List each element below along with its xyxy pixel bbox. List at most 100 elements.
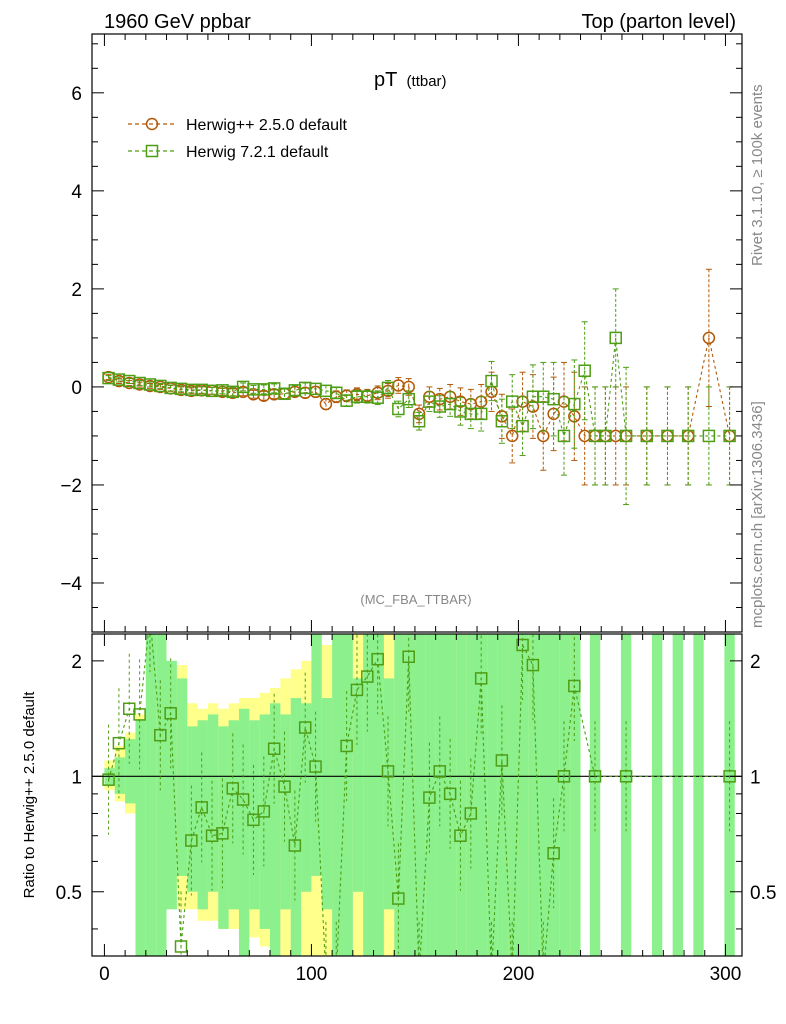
ratio-band-herwig7-bin xyxy=(301,703,312,892)
ratio-band-full-bin xyxy=(693,634,704,956)
ratio-point xyxy=(298,721,312,734)
data-point-herwigpp xyxy=(702,331,716,345)
ratio-band-herwig7-bin xyxy=(487,634,498,956)
ratio-point xyxy=(392,892,405,905)
data-point-herwig7 xyxy=(609,331,622,345)
ratio-point xyxy=(174,940,188,953)
ratio-band-herwig7-bin xyxy=(270,703,281,956)
ratio-band-herwig7-bin xyxy=(477,634,488,956)
ratio-point xyxy=(423,791,436,804)
ratio-series xyxy=(102,634,736,956)
ratio-band-herwig7-bin xyxy=(435,634,446,956)
legend-entry-herwigpp: Herwig++ 2.5.0 default xyxy=(128,117,348,134)
y-tick-label: −2 xyxy=(60,476,82,497)
ratio-band-herwig7-bin xyxy=(228,720,239,910)
legend-entry-herwig7: Herwig 7.2.1 default xyxy=(128,144,329,161)
data-point-herwig7 xyxy=(402,392,415,406)
ratio-point xyxy=(547,847,560,860)
ratio-band-herwig7-bin xyxy=(383,678,395,910)
legend-label-herwigpp: Herwig++ 2.5.0 default xyxy=(186,117,348,134)
legend-marker-herwigpp xyxy=(145,117,159,131)
ratio-band-herwig7-bin xyxy=(414,634,426,956)
legend-label-herwig7: Herwig 7.2.1 default xyxy=(186,144,329,161)
ratio-point xyxy=(361,670,374,683)
data-point-herwig7 xyxy=(516,419,529,433)
data-point-herwigpp xyxy=(505,429,519,443)
ratio-point xyxy=(247,813,260,827)
ratio-point xyxy=(350,683,364,697)
ratio-y-tick-label: 1 xyxy=(71,767,82,788)
ratio-band-herwig7-bin xyxy=(466,634,478,956)
ratio-band-herwig7-bin xyxy=(238,708,250,956)
ratio-point xyxy=(154,728,167,742)
ratio-bands xyxy=(92,634,742,956)
ratio-point xyxy=(278,780,291,793)
data-point-herwigpp xyxy=(319,397,333,411)
analysis-watermark: (MC_FBA_TTBAR) xyxy=(360,592,471,607)
ratio-point xyxy=(133,708,146,721)
ratio-band-herwig7-bin xyxy=(197,720,208,910)
ratio-band-herwig7-bin xyxy=(332,634,343,956)
ratio-band-herwig7-bin xyxy=(145,634,157,956)
ratio-point xyxy=(464,807,478,820)
legend: Herwig++ 2.5.0 default Herwig 7.2.1 defa… xyxy=(128,117,348,161)
data-point-herwig7 xyxy=(412,414,426,428)
ratio-band-herwig7-bin xyxy=(114,757,126,794)
data-point-herwig7 xyxy=(381,381,395,395)
ratio-point xyxy=(568,679,581,693)
ratio-point xyxy=(371,652,384,666)
ratio-point xyxy=(164,707,177,720)
ratio-y-label: Ratio to Herwig++ 2.5.0 default xyxy=(21,691,38,899)
y-tick-label: 6 xyxy=(71,84,82,105)
rivet-label: Rivet 3.1.10, ≥ 100k events xyxy=(749,84,766,266)
data-point-herwig7 xyxy=(568,397,581,411)
ratio-point xyxy=(516,638,529,652)
ratio-band-full-bin xyxy=(651,634,663,956)
data-point-herwig7 xyxy=(505,395,519,408)
ratio-band-herwig7-bin xyxy=(290,698,302,956)
ratio-point xyxy=(267,742,281,755)
ratio-point xyxy=(557,770,571,783)
ratio-point xyxy=(381,765,395,778)
y-tick-label: 0 xyxy=(71,378,82,399)
data-point-herwig7 xyxy=(495,414,509,428)
ratio-band-herwig7-bin xyxy=(570,634,581,956)
ratio-band-herwig7-bin xyxy=(549,634,560,956)
ratio-band-herwig7-bin xyxy=(166,660,177,910)
data-point-herwig7 xyxy=(599,429,612,443)
ratio-band-herwig7-bin xyxy=(394,634,405,956)
mcplots-label: mcplots.cern.ch [arXiv:1306.3436] xyxy=(749,401,766,628)
ratio-band-herwig7-bin xyxy=(559,634,571,956)
x-tick-label: 100 xyxy=(296,964,328,985)
ratio-point xyxy=(226,782,240,795)
data-point-herwigpp xyxy=(537,429,550,443)
x-tick-label: 300 xyxy=(710,964,742,985)
data-point-herwig7 xyxy=(392,402,405,416)
ratio-point xyxy=(309,760,322,773)
plot-title-sub: (ttbar) xyxy=(407,73,447,90)
main-series xyxy=(102,268,736,506)
ratio-point xyxy=(454,829,467,842)
ratio-point xyxy=(402,650,415,663)
ratio-band-herwig7-bin xyxy=(176,678,188,876)
ratio-y-tick-label-right: 2 xyxy=(750,652,761,673)
plot-title: pT (ttbar) xyxy=(374,69,447,91)
ratio-point xyxy=(257,805,271,818)
header-left-title: 1960 GeV ppbar xyxy=(104,11,251,33)
ratio-band-herwig7-bin xyxy=(518,634,529,956)
ratio-y-tick-label-right: 1 xyxy=(750,767,761,788)
data-point-herwig7 xyxy=(681,429,695,443)
ratio-band-herwig7-bin xyxy=(125,739,136,804)
axes: 0 100 200 300 −4 −2 0 2 4 6 0.5 0.5 1 1 2 2 xyxy=(56,34,776,985)
ratio-band-herwig7-bin xyxy=(445,634,457,956)
ratio-point xyxy=(236,793,250,806)
data-point-herwig7 xyxy=(661,429,674,443)
ratio-point xyxy=(195,801,208,814)
data-point-herwig7 xyxy=(443,397,457,411)
ratio-point xyxy=(495,754,509,767)
ratio-point xyxy=(588,770,602,783)
ratio-band-herwig7-bin xyxy=(363,634,374,956)
ratio-band-herwig7-bin xyxy=(528,634,540,956)
x-tick-label: 0 xyxy=(99,964,110,985)
legend-marker-herwig7 xyxy=(145,144,159,158)
